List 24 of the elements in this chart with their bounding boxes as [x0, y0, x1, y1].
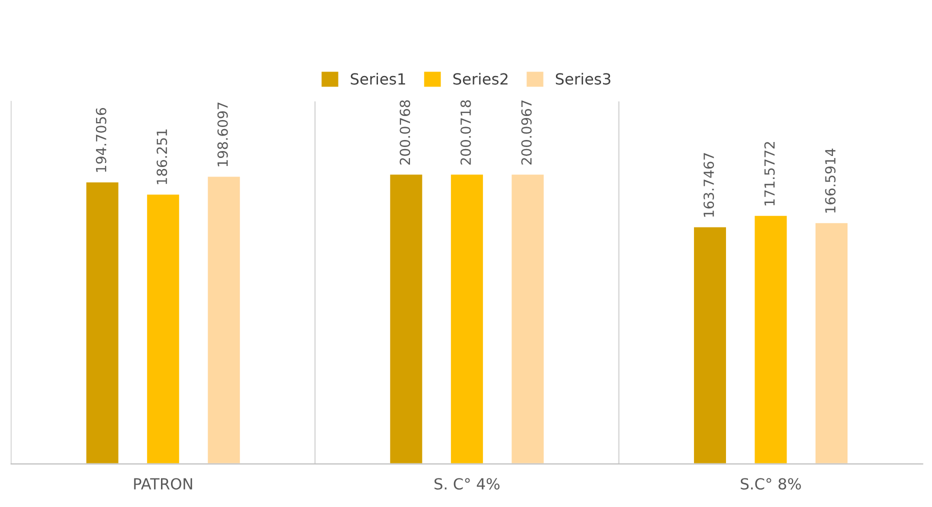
bar — [510, 173, 546, 464]
bar — [206, 175, 242, 464]
bar — [146, 193, 181, 464]
data-label: 186.251 — [156, 129, 168, 184]
x-tick-label: PATRON — [134, 478, 192, 490]
data-label: 200.0768 — [400, 100, 410, 165]
x-tick-label: S.C° 8% — [740, 478, 801, 490]
data-label: 200.0967 — [521, 100, 532, 165]
bar — [753, 214, 788, 464]
x-tick-label: S. C° 4% — [434, 478, 500, 490]
data-label: 200.0718 — [460, 100, 471, 165]
bar — [84, 181, 120, 464]
data-label: 198.6097 — [217, 102, 228, 166]
legend-label: Series2 — [453, 72, 508, 85]
bar — [814, 222, 849, 464]
data-label: 171.5772 — [764, 142, 775, 206]
data-label: 163.7467 — [704, 153, 714, 217]
bar — [450, 173, 484, 464]
legend-label: Series3 — [556, 72, 610, 85]
data-label: 194.7056 — [96, 108, 106, 172]
bar — [692, 226, 728, 464]
bar — [388, 173, 424, 464]
legend-label: Series1 — [350, 72, 406, 85]
data-label: 166.5914 — [825, 148, 836, 213]
